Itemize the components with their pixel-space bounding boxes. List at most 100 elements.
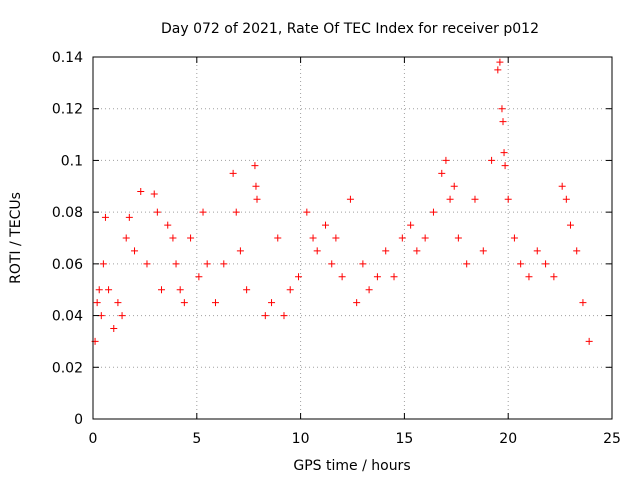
data-point <box>328 260 336 268</box>
data-point <box>558 182 566 190</box>
data-point <box>382 247 390 255</box>
data-point <box>243 286 251 294</box>
data-point <box>413 247 421 255</box>
data-point <box>442 156 450 164</box>
data-point <box>390 273 398 281</box>
data-point <box>158 286 166 294</box>
data-point <box>332 234 340 242</box>
data-point <box>479 247 487 255</box>
data-point <box>562 195 570 203</box>
data-point <box>99 260 107 268</box>
data-point <box>229 169 237 177</box>
data-point <box>180 299 188 307</box>
data-point <box>579 299 587 307</box>
data-point <box>195 273 203 281</box>
data-point <box>346 195 354 203</box>
y-tick-label: 0 <box>74 412 83 428</box>
y-tick-label: 0.06 <box>52 257 83 273</box>
data-point <box>585 337 593 345</box>
axes: 0 5 10 15 20 25 0 0.02 0.04 0.06 0.08 0.1 0.12 0.14 <box>52 50 621 447</box>
data-point <box>131 247 139 255</box>
data-point <box>153 208 161 216</box>
data-point <box>533 247 541 255</box>
data-point <box>261 312 269 320</box>
data-point <box>169 234 177 242</box>
data-point <box>353 299 361 307</box>
x-axis-label: GPS time / hours <box>293 458 410 474</box>
data-point <box>446 195 454 203</box>
data-point <box>494 66 502 74</box>
data-point <box>373 273 381 281</box>
data-point <box>398 234 406 242</box>
data-point <box>338 273 346 281</box>
data-point <box>463 260 471 268</box>
data-point <box>199 208 207 216</box>
data-point <box>110 325 118 332</box>
data-point <box>504 195 512 203</box>
data-point <box>429 208 437 216</box>
data-point <box>450 182 458 190</box>
data-point <box>252 182 260 190</box>
data-point <box>359 260 367 268</box>
data-point <box>236 247 244 255</box>
data-point <box>438 169 446 177</box>
data-point <box>137 187 145 195</box>
data-point <box>122 234 130 242</box>
data-point <box>280 312 288 320</box>
data-point <box>498 105 506 113</box>
data-point <box>187 234 195 242</box>
x-tick-label: 5 <box>192 431 201 447</box>
data-point <box>203 260 211 268</box>
data-point <box>313 247 321 255</box>
data-point <box>542 260 550 268</box>
data-point <box>93 299 101 307</box>
data-point <box>488 156 496 164</box>
data-point <box>211 299 219 307</box>
data-point <box>101 213 109 221</box>
plot-frame <box>92 56 613 420</box>
data-point <box>322 221 330 229</box>
data-point <box>454 234 462 242</box>
data-point <box>525 273 533 281</box>
data-point <box>274 234 282 242</box>
data-point <box>496 58 504 66</box>
data-point <box>573 247 581 255</box>
data-point <box>517 260 525 268</box>
data-point <box>220 260 228 268</box>
data-point <box>176 286 184 294</box>
data-point <box>550 273 558 281</box>
data-point <box>566 221 574 229</box>
data-point <box>125 213 133 221</box>
y-tick-label: 0.02 <box>52 360 83 376</box>
data-point <box>365 286 373 294</box>
data-point <box>253 195 261 203</box>
data-point <box>172 260 180 268</box>
data-point <box>164 221 172 229</box>
data-point <box>105 286 113 294</box>
data-point <box>295 273 303 281</box>
data-point <box>303 208 311 216</box>
chart-title: Day 072 of 2021, Rate Of TEC Index for r… <box>161 21 539 37</box>
data-point <box>500 149 508 157</box>
y-tick-label: 0.14 <box>52 50 83 66</box>
y-tick-label: 0.04 <box>52 309 83 325</box>
data-point <box>143 260 151 268</box>
data-point <box>510 234 518 242</box>
y-axis-label: ROTI / TECUs <box>8 192 24 284</box>
scatter-points <box>91 58 593 345</box>
data-point <box>251 162 259 170</box>
data-point <box>150 190 158 198</box>
data-point <box>118 312 126 320</box>
x-tick-label: 25 <box>603 431 621 447</box>
data-point <box>309 234 317 242</box>
data-point <box>232 208 240 216</box>
data-point <box>499 118 507 126</box>
x-tick-label: 10 <box>292 431 310 447</box>
y-tick-label: 0.12 <box>52 102 83 118</box>
y-tick-label: 0.08 <box>52 205 83 221</box>
data-point <box>114 299 122 307</box>
data-point <box>501 162 509 170</box>
x-tick-label: 20 <box>499 431 517 447</box>
y-tick-label: 0.1 <box>61 153 83 169</box>
